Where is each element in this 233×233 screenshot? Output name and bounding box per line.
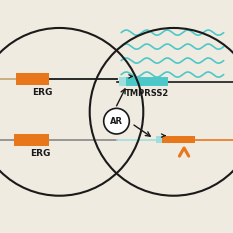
Circle shape [104, 108, 129, 134]
FancyBboxPatch shape [119, 77, 128, 86]
Text: ERG: ERG [31, 149, 51, 158]
FancyBboxPatch shape [156, 136, 162, 143]
FancyBboxPatch shape [126, 77, 168, 86]
Text: AR: AR [110, 117, 123, 126]
FancyBboxPatch shape [16, 73, 49, 85]
FancyBboxPatch shape [162, 136, 195, 143]
Text: ERG: ERG [32, 88, 52, 97]
Text: TMPRSS2: TMPRSS2 [125, 89, 169, 98]
FancyBboxPatch shape [14, 134, 49, 146]
